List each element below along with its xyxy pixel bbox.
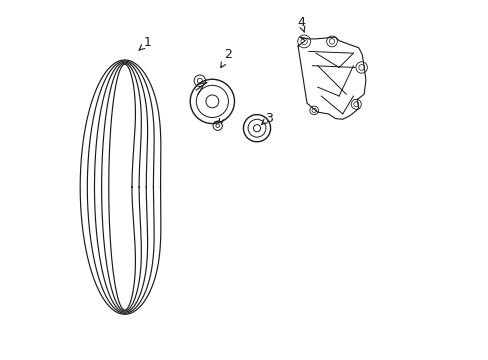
Text: 2: 2: [221, 49, 232, 67]
Text: 1: 1: [139, 36, 152, 50]
Text: 4: 4: [296, 16, 304, 32]
Text: 3: 3: [261, 112, 272, 125]
